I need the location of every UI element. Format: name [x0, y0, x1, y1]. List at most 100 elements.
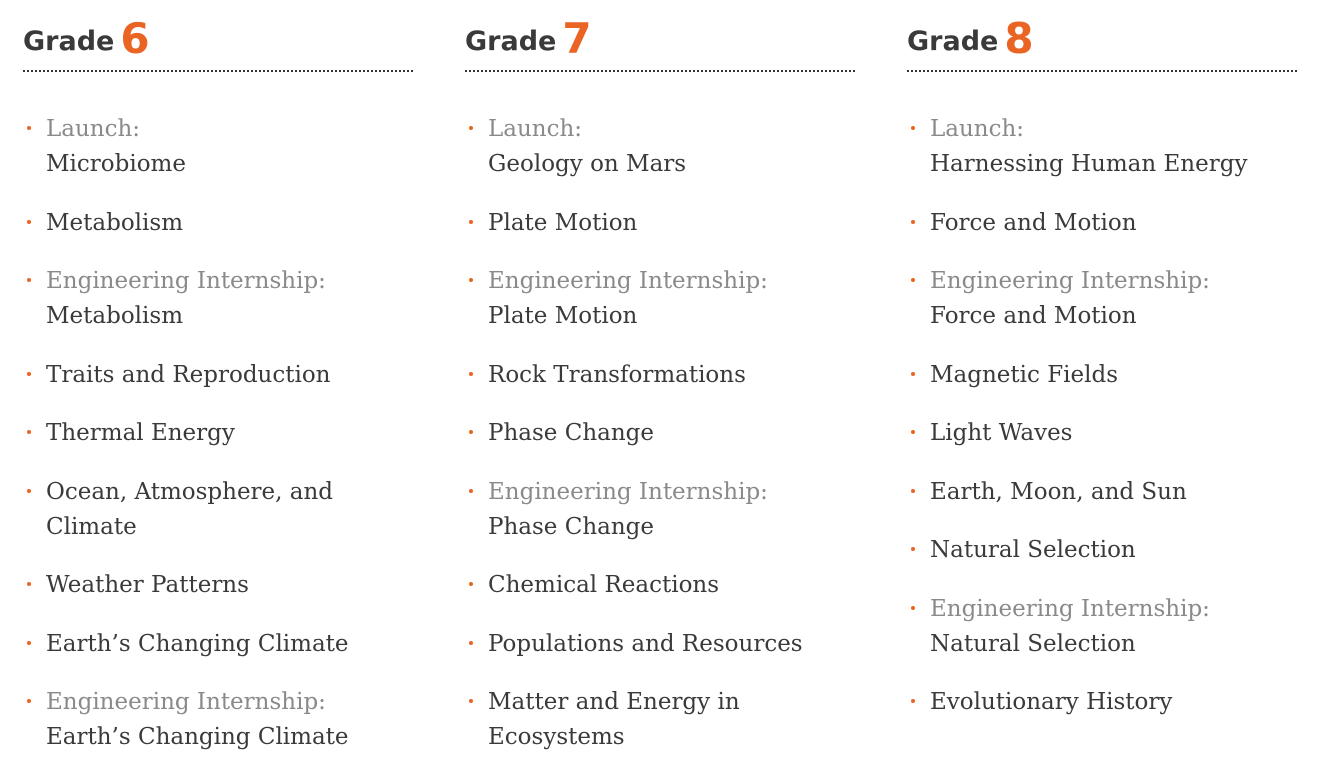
bullet: [469, 582, 473, 586]
unit-item: Launch: Microbiome: [23, 112, 413, 182]
bullet: [27, 640, 31, 645]
unit-item: Matter and Energy in Ecosystems: [465, 685, 855, 755]
unit-prefix: Engineering Internship:: [488, 478, 768, 505]
grade-heading: Grade 8: [907, 0, 1297, 72]
unit-title: Geology on Mars: [488, 151, 687, 177]
grade-number: 8: [1004, 14, 1034, 63]
unit-title: Populations and Resources: [488, 630, 803, 657]
unit-prefix: Launch:: [488, 116, 583, 142]
unit-title: Matter and Energy in Ecosystems: [488, 689, 740, 750]
unit-item: Force and Motion: [907, 206, 1297, 241]
bullet: [469, 278, 473, 282]
grade-label: Grade 8: [907, 11, 1034, 63]
unit-title: Weather Patterns: [46, 572, 249, 598]
bullet: [469, 699, 473, 703]
bullet: [911, 547, 915, 551]
bullet: [469, 371, 473, 376]
unit-item: Traits and Reproduction: [23, 358, 413, 393]
unit-item: Engineering Internship: Natural Selection: [907, 592, 1297, 662]
unit-title: Force and Motion: [930, 303, 1137, 329]
unit-item: Evolutionary History: [907, 685, 1297, 720]
bullet: [469, 488, 473, 493]
bullet: [911, 126, 915, 130]
unit-item: Chemical Reactions: [465, 568, 855, 603]
unit-title: Chemical Reactions: [488, 572, 720, 598]
unit-title: Earth, Moon, and Sun: [930, 478, 1187, 505]
unit-title: Plate Motion: [488, 209, 638, 236]
unit-prefix: Engineering Internship:: [930, 268, 1210, 294]
unit-title: Earth’s Changing Climate: [46, 724, 349, 750]
grade-heading: Grade 6: [23, 0, 413, 72]
grade-number: 6: [120, 14, 150, 63]
grade-word: Grade: [465, 26, 557, 57]
unit-title: Rock Transformations: [488, 361, 746, 388]
unit-item: Natural Selection: [907, 533, 1297, 568]
unit-item: Engineering Internship: Plate Motion: [465, 264, 855, 334]
unit-title: Earth’s Changing Climate: [46, 630, 349, 657]
bullet: [911, 430, 915, 434]
unit-list: Launch: Harnessing Human Energy Force and …: [907, 112, 1297, 744]
unit-prefix: Engineering Internship:: [488, 268, 768, 294]
unit-item: Launch: Harnessing Human Energy: [907, 112, 1297, 182]
bullet: [27, 371, 31, 376]
bullet: [911, 371, 915, 376]
unit-title: Thermal Energy: [46, 420, 235, 446]
grade-word: Grade: [23, 26, 115, 57]
bullet: [469, 640, 473, 645]
bullet: [469, 219, 473, 224]
unit-title: Phase Change: [488, 513, 654, 540]
unit-prefix: Launch:: [930, 116, 1025, 142]
unit-item: Engineering Internship: Phase Change: [465, 475, 855, 545]
unit-title: Ocean, Atmosphere, and Climate: [46, 478, 334, 540]
bullet: [911, 605, 915, 610]
unit-title: Force and Motion: [930, 209, 1137, 236]
bullet: [911, 488, 915, 493]
unit-item: Magnetic Fields: [907, 358, 1297, 393]
unit-item: Launch: Geology on Mars: [465, 112, 855, 182]
bullet: [27, 582, 31, 586]
bullet: [27, 126, 31, 130]
unit-item: Engineering Internship: Metabolism: [23, 264, 413, 334]
bullet: [911, 219, 915, 224]
unit-item: Populations and Resources: [465, 627, 855, 662]
grade-heading: Grade 7: [465, 0, 855, 72]
unit-item: Rock Transformations: [465, 358, 855, 393]
bullet: [27, 278, 31, 282]
bullet: [27, 219, 31, 224]
unit-item: Plate Motion: [465, 206, 855, 241]
unit-prefix: Engineering Internship:: [46, 689, 326, 715]
grade-label: Grade 6: [23, 11, 150, 63]
unit-prefix: Engineering Internship:: [930, 595, 1210, 622]
unit-title: Magnetic Fields: [930, 361, 1119, 388]
unit-item: Light Waves: [907, 416, 1297, 451]
unit-item: Earth, Moon, and Sun: [907, 475, 1297, 510]
unit-list: Launch: Geology on Mars Plate Motion Engine…: [465, 112, 855, 779]
unit-list: Launch: Microbiome Metabolism Engineering I…: [23, 112, 413, 779]
unit-title: Light Waves: [930, 420, 1073, 446]
unit-title: Metabolism: [46, 303, 184, 329]
bullet: [469, 126, 473, 130]
bullet: [27, 699, 31, 703]
unit-title: Phase Change: [488, 420, 654, 446]
bullet: [911, 278, 915, 282]
grade-column: Grade 6 Launch: Microbiome Metabolism Enginee…: [23, 0, 413, 750]
unit-prefix: Engineering Internship:: [46, 268, 326, 294]
grade-column: Grade 8 Launch: Harnessing Human Energy Forc…: [907, 0, 1297, 715]
grade-number: 7: [562, 14, 592, 63]
unit-title: Metabolism: [46, 209, 184, 236]
unit-title: Microbiome: [46, 151, 186, 177]
unit-title: Natural Selection: [930, 630, 1136, 657]
unit-item: Phase Change: [465, 416, 855, 451]
unit-item: Weather Patterns: [23, 568, 413, 603]
unit-item: Engineering Internship: Force and Motion: [907, 264, 1297, 334]
unit-item: Thermal Energy: [23, 416, 413, 451]
bullet: [27, 488, 31, 493]
unit-title: Evolutionary History: [930, 689, 1173, 715]
unit-title: Traits and Reproduction: [46, 361, 331, 388]
grade-word: Grade: [907, 26, 999, 57]
unit-title: Natural Selection: [930, 537, 1136, 563]
bullet: [469, 430, 473, 434]
unit-item: Earth’s Changing Climate: [23, 627, 413, 662]
